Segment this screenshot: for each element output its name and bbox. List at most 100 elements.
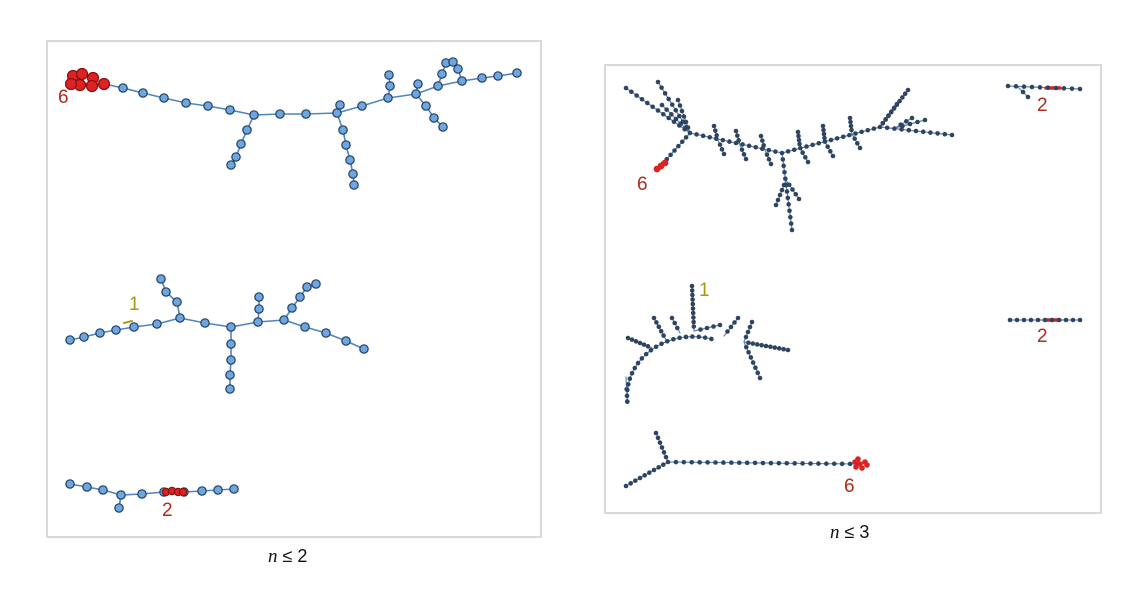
graph-node-138 (639, 96, 645, 102)
graph-node-158 (683, 119, 689, 125)
graph-node-311 (768, 344, 773, 350)
graph-node-246 (788, 221, 794, 226)
graph-node-399 (853, 464, 859, 470)
graph-node-260 (1029, 84, 1035, 90)
graph-node-295 (690, 310, 696, 316)
graph-node-1 (118, 83, 128, 93)
graph-node-22 (97, 77, 111, 91)
graph-node-378 (839, 461, 845, 467)
graph-node-13 (411, 89, 421, 99)
panel-n-le-2 (46, 40, 542, 538)
graph-node-165 (676, 143, 681, 149)
graph-node-163 (683, 135, 689, 140)
graph-node-180 (736, 138, 741, 143)
graph-node-287 (696, 334, 702, 340)
graph-node-284 (677, 335, 682, 341)
graph-node-279 (648, 347, 654, 353)
graph-node-315 (785, 347, 791, 353)
graph-node-62 (161, 287, 171, 297)
graph-node-105 (791, 147, 797, 153)
graph-node-12 (383, 93, 393, 103)
graph-node-204 (828, 149, 833, 154)
graph-node-261 (1037, 85, 1043, 90)
graph-node-189 (764, 152, 770, 157)
graph-node-64 (226, 339, 236, 349)
graph-node-308 (754, 342, 760, 347)
graph-node-270 (624, 393, 630, 399)
graph-node-161 (677, 103, 683, 108)
graph-node-296 (690, 306, 696, 311)
graph-node-394 (628, 481, 633, 486)
graph-node-147 (666, 96, 671, 102)
graph-node-186 (761, 143, 766, 148)
graph-node-331 (661, 333, 666, 338)
graph-node-156 (659, 102, 665, 108)
graph-node-72 (302, 282, 312, 292)
graph-node-278 (643, 351, 649, 357)
graph-node-73 (311, 279, 321, 289)
graph-node-53 (200, 318, 210, 328)
graph-node-28 (231, 152, 241, 162)
graph-node-160 (679, 108, 685, 114)
graph-node-252 (781, 182, 787, 188)
graph-node-243 (786, 202, 791, 207)
graph-node-149 (659, 85, 664, 90)
graph-node-23 (85, 79, 99, 93)
graph-node-199 (822, 135, 827, 141)
graph-node-52 (175, 313, 185, 323)
graph-node-335 (651, 315, 657, 321)
graph-node-194 (796, 133, 801, 139)
graph-node-230 (907, 121, 913, 127)
graph-node-164 (679, 139, 685, 145)
graph-node-325 (747, 324, 753, 330)
graph-node-352 (1056, 317, 1062, 323)
graph-node-262 (1045, 85, 1051, 90)
graph-node-82 (213, 485, 223, 495)
graph-node-212 (857, 145, 863, 151)
graph-node-92 (707, 134, 713, 140)
graph-node-332 (658, 328, 664, 334)
graph-node-289 (709, 336, 714, 342)
graph-node-300 (689, 288, 695, 293)
graph-node-236 (780, 157, 786, 162)
graph-node-129 (949, 132, 955, 138)
graph-node-387 (661, 462, 666, 467)
graph-node-342 (675, 325, 680, 331)
graph-node-272 (625, 382, 631, 387)
graph-node-15 (457, 76, 467, 86)
graph-node-144 (677, 113, 682, 119)
graph-node-225 (897, 98, 902, 104)
graph-node-127 (935, 131, 940, 136)
graph-node-228 (905, 87, 911, 93)
graph-node-63 (156, 274, 166, 284)
graph-node-119 (877, 124, 883, 130)
graph-node-319 (750, 360, 756, 365)
graph-node-357 (673, 459, 679, 465)
graph-node-227 (902, 91, 908, 96)
graph-node-250 (793, 191, 799, 197)
label-right-6-top: 6 (637, 174, 648, 195)
graph-node-152 (678, 121, 683, 126)
graph-node-326 (749, 319, 755, 325)
graph-node-157 (685, 125, 691, 130)
label-right-6-bottom: 6 (844, 476, 855, 497)
graph-node-231 (915, 119, 920, 125)
graph-node-90 (694, 132, 699, 137)
graph-node-60 (359, 344, 369, 354)
graph-node-367 (752, 460, 758, 466)
graph-node-14 (433, 81, 443, 91)
graph-node-313 (776, 346, 782, 351)
graph-node-389 (651, 467, 657, 473)
graph-node-317 (746, 349, 751, 355)
graph-node-322 (757, 375, 763, 381)
graph-node-369 (768, 460, 774, 466)
graph-node-370 (776, 460, 782, 466)
graph-node-97 (740, 142, 745, 147)
graph-node-283 (671, 336, 676, 342)
graph-node-298 (690, 297, 695, 302)
graph-node-221 (886, 113, 891, 119)
graph-node-258 (1013, 84, 1019, 89)
graph-node-210 (852, 136, 857, 141)
graph-node-76 (98, 485, 108, 495)
